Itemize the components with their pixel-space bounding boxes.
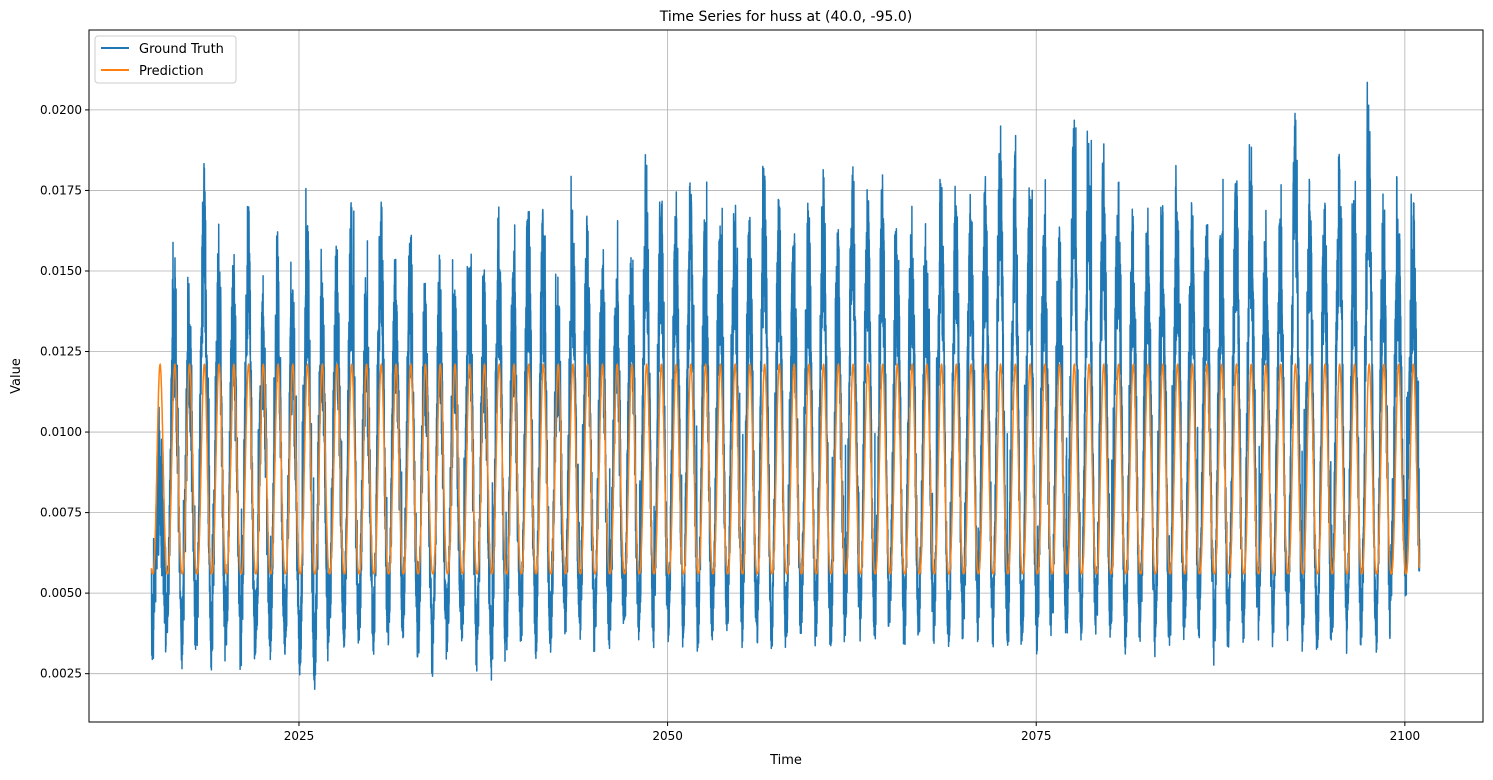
series-line-ground-truth bbox=[150, 81, 1421, 691]
legend-label-prediction: Prediction bbox=[139, 64, 204, 79]
x-tick-label: 2050 bbox=[652, 729, 683, 743]
legend-label-ground-truth: Ground Truth bbox=[139, 42, 224, 57]
x-tick-label: 2025 bbox=[284, 729, 315, 743]
y-tick-label: 0.0050 bbox=[40, 586, 82, 600]
x-tick-label: 2100 bbox=[1390, 729, 1421, 743]
y-axis-label: Value bbox=[9, 358, 24, 394]
y-tick-label: 0.0025 bbox=[40, 667, 82, 681]
legend-box bbox=[94, 35, 237, 84]
y-tick-label: 0.0175 bbox=[40, 183, 82, 197]
plot-frame bbox=[88, 29, 1484, 723]
chart-title: Time Series for huss at (40.0, -95.0) bbox=[659, 9, 912, 25]
x-tick-label: 2075 bbox=[1021, 729, 1052, 743]
x-axis-label: Time bbox=[769, 753, 802, 768]
legend: Ground Truth Prediction bbox=[94, 35, 237, 84]
y-tick-label: 0.0100 bbox=[40, 425, 82, 439]
y-tick-label: 0.0150 bbox=[40, 264, 82, 278]
y-axis-ticks: 0.0025 0.0050 0.0075 0.0100 0.0125 0.0150 0.01… bbox=[40, 103, 89, 681]
series-layer bbox=[150, 81, 1421, 691]
series-line-prediction bbox=[150, 362, 1421, 575]
x-axis-ticks: 2025 2050 2075 2100 bbox=[284, 722, 1420, 743]
y-tick-label: 0.0125 bbox=[40, 345, 82, 359]
y-tick-label: 0.0200 bbox=[40, 103, 82, 117]
y-tick-label: 0.0075 bbox=[40, 506, 82, 520]
